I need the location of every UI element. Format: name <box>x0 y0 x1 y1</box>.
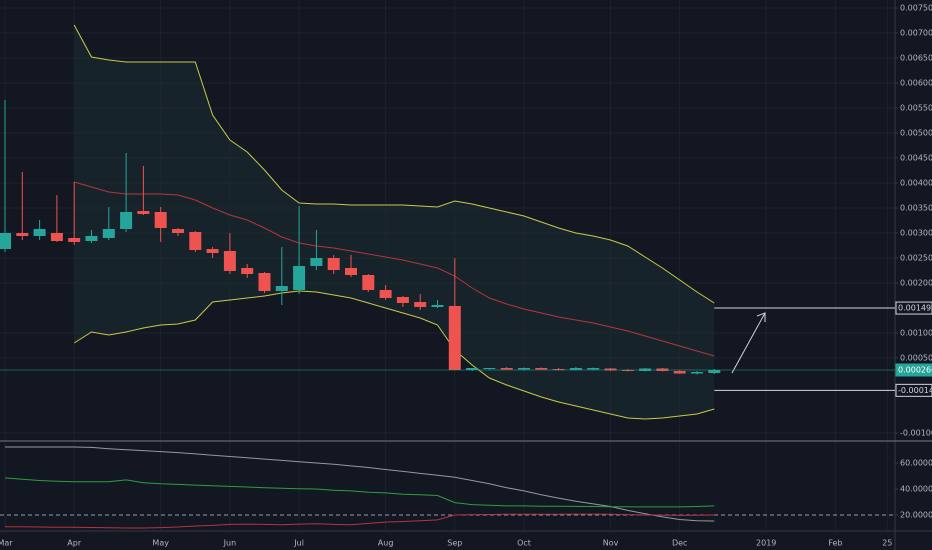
price-label-box <box>895 301 932 315</box>
candle-body <box>0 233 11 249</box>
x-tick-label: 25 <box>882 539 892 548</box>
y-tick-label: 0.000500 <box>900 354 932 363</box>
candle-body <box>50 233 63 241</box>
x-tick-label: Feb <box>828 539 842 548</box>
candle-body <box>396 297 409 303</box>
candle-body <box>673 371 686 374</box>
price-label: 0.000260 <box>898 366 932 375</box>
x-tick-label: Dec <box>672 539 687 548</box>
candle-body <box>414 302 427 307</box>
overlay-line <box>73 290 715 420</box>
candle-body <box>241 268 254 274</box>
x-tick-label: Oct <box>517 539 531 548</box>
arrow-annotation <box>731 312 766 374</box>
price-label: -0.000147 <box>898 386 932 395</box>
x-tick-label: Jun <box>223 539 237 548</box>
overlay-line <box>74 181 715 357</box>
indicator-line <box>5 513 715 529</box>
candle-body <box>293 266 306 290</box>
candle-body <box>189 232 202 250</box>
candle-body <box>345 268 357 275</box>
price-label-box <box>895 383 932 397</box>
candle-body <box>172 229 184 233</box>
indicator-tick-label: 20.0000 <box>900 510 932 519</box>
candle-body <box>85 236 98 241</box>
indicator-tick-label: 40.0000 <box>900 484 932 493</box>
candle-body <box>137 211 150 214</box>
candle-body <box>362 275 375 290</box>
x-tick-label: Mar <box>0 539 13 548</box>
x-tick-label: Aug <box>378 539 394 548</box>
band-fill <box>74 25 715 419</box>
candle-body <box>518 368 530 370</box>
indicator-tick-label: 60.0000 <box>900 458 932 467</box>
candle-body <box>275 286 288 291</box>
price-label: 0.001499 <box>898 304 932 313</box>
candle-body <box>68 238 81 242</box>
indicator-line <box>5 446 715 522</box>
candle-body <box>16 233 29 236</box>
candle-body <box>500 368 513 370</box>
candle-body <box>33 229 46 236</box>
overlay-line <box>73 24 715 304</box>
candle-body <box>483 368 496 369</box>
candle-body <box>691 372 703 374</box>
candle-body <box>120 212 133 229</box>
x-tick-label: Apr <box>67 539 82 548</box>
candle-body <box>310 258 323 266</box>
price-label-box <box>895 363 932 377</box>
x-tick-label: Jul <box>293 539 304 548</box>
candle-body <box>206 249 219 253</box>
candle-body <box>102 229 115 238</box>
candle-body <box>448 306 461 370</box>
indicator-line <box>4 477 715 508</box>
candle-body <box>379 290 392 298</box>
candle-body <box>466 368 479 370</box>
candle-body <box>535 368 548 370</box>
candle-body <box>154 212 167 228</box>
candle-body <box>327 258 340 270</box>
x-tick-label: Sep <box>447 539 462 548</box>
x-tick-label: Nov <box>603 539 619 548</box>
candle-body <box>258 273 271 291</box>
x-tick-label: May <box>152 539 169 548</box>
candle-body <box>569 368 582 370</box>
candle-body <box>223 251 236 271</box>
candle-body <box>708 370 721 373</box>
candle-body <box>431 305 444 307</box>
candle-body <box>587 368 600 370</box>
x-tick-label: 2019 <box>756 539 776 548</box>
